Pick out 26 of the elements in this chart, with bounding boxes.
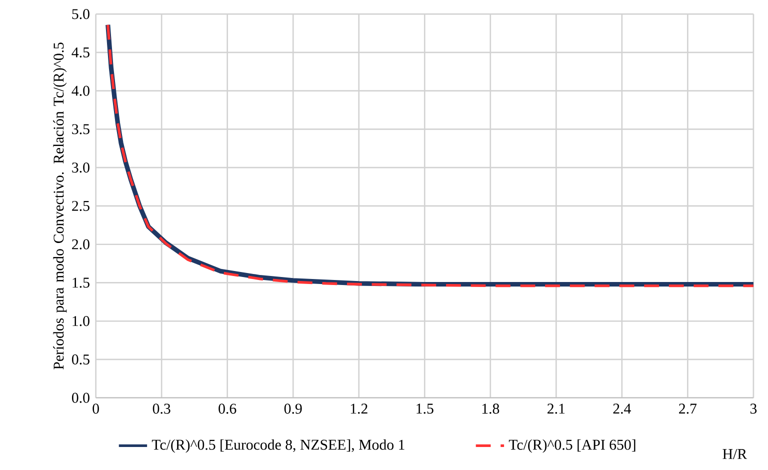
y-tick-label: 4.0: [72, 86, 90, 96]
x-tick-label: 0.3: [152, 404, 170, 414]
y-tick-label: 3.5: [72, 124, 90, 134]
y-tick-label: 5.0: [72, 9, 90, 20]
x-tick-label: 2.1: [548, 404, 565, 414]
y-tick-label: 4.5: [72, 48, 90, 58]
x-tick-label: 0.9: [284, 404, 302, 414]
x-tick-label: 1.2: [350, 404, 368, 414]
y-tick-label: 1.5: [72, 278, 90, 288]
x-tick-label: 1.8: [482, 404, 500, 414]
x-tick-label: 0: [92, 404, 99, 414]
y-tick-label: 1.0: [72, 316, 90, 326]
y-tick-label: 0.5: [72, 354, 90, 365]
x-tick-label: 0.6: [218, 404, 236, 414]
y-axis-title: Períodos para modo Convectivo. Relación Tc/(R)^0.5: [53, 42, 67, 370]
x-axis-title: H/R: [722, 449, 748, 460]
y-tick-label: 3.0: [72, 162, 90, 173]
y-tick-label: 2.5: [72, 201, 90, 212]
x-tick-label: 1.5: [416, 404, 434, 414]
x-tick-label: 2.7: [679, 404, 697, 414]
legend-label: Tc/(R)^0.5 [API 650]: [508, 439, 636, 453]
y-tick-label: 2.0: [72, 239, 90, 250]
y-tick-label: 0.0: [72, 392, 90, 404]
x-tick-label: 3: [750, 404, 757, 414]
x-tick-label: 2.4: [613, 404, 631, 414]
legend-label: Tc/(R)^0.5 [Eurocode 8, NZSEE], Modo 1: [152, 439, 404, 453]
